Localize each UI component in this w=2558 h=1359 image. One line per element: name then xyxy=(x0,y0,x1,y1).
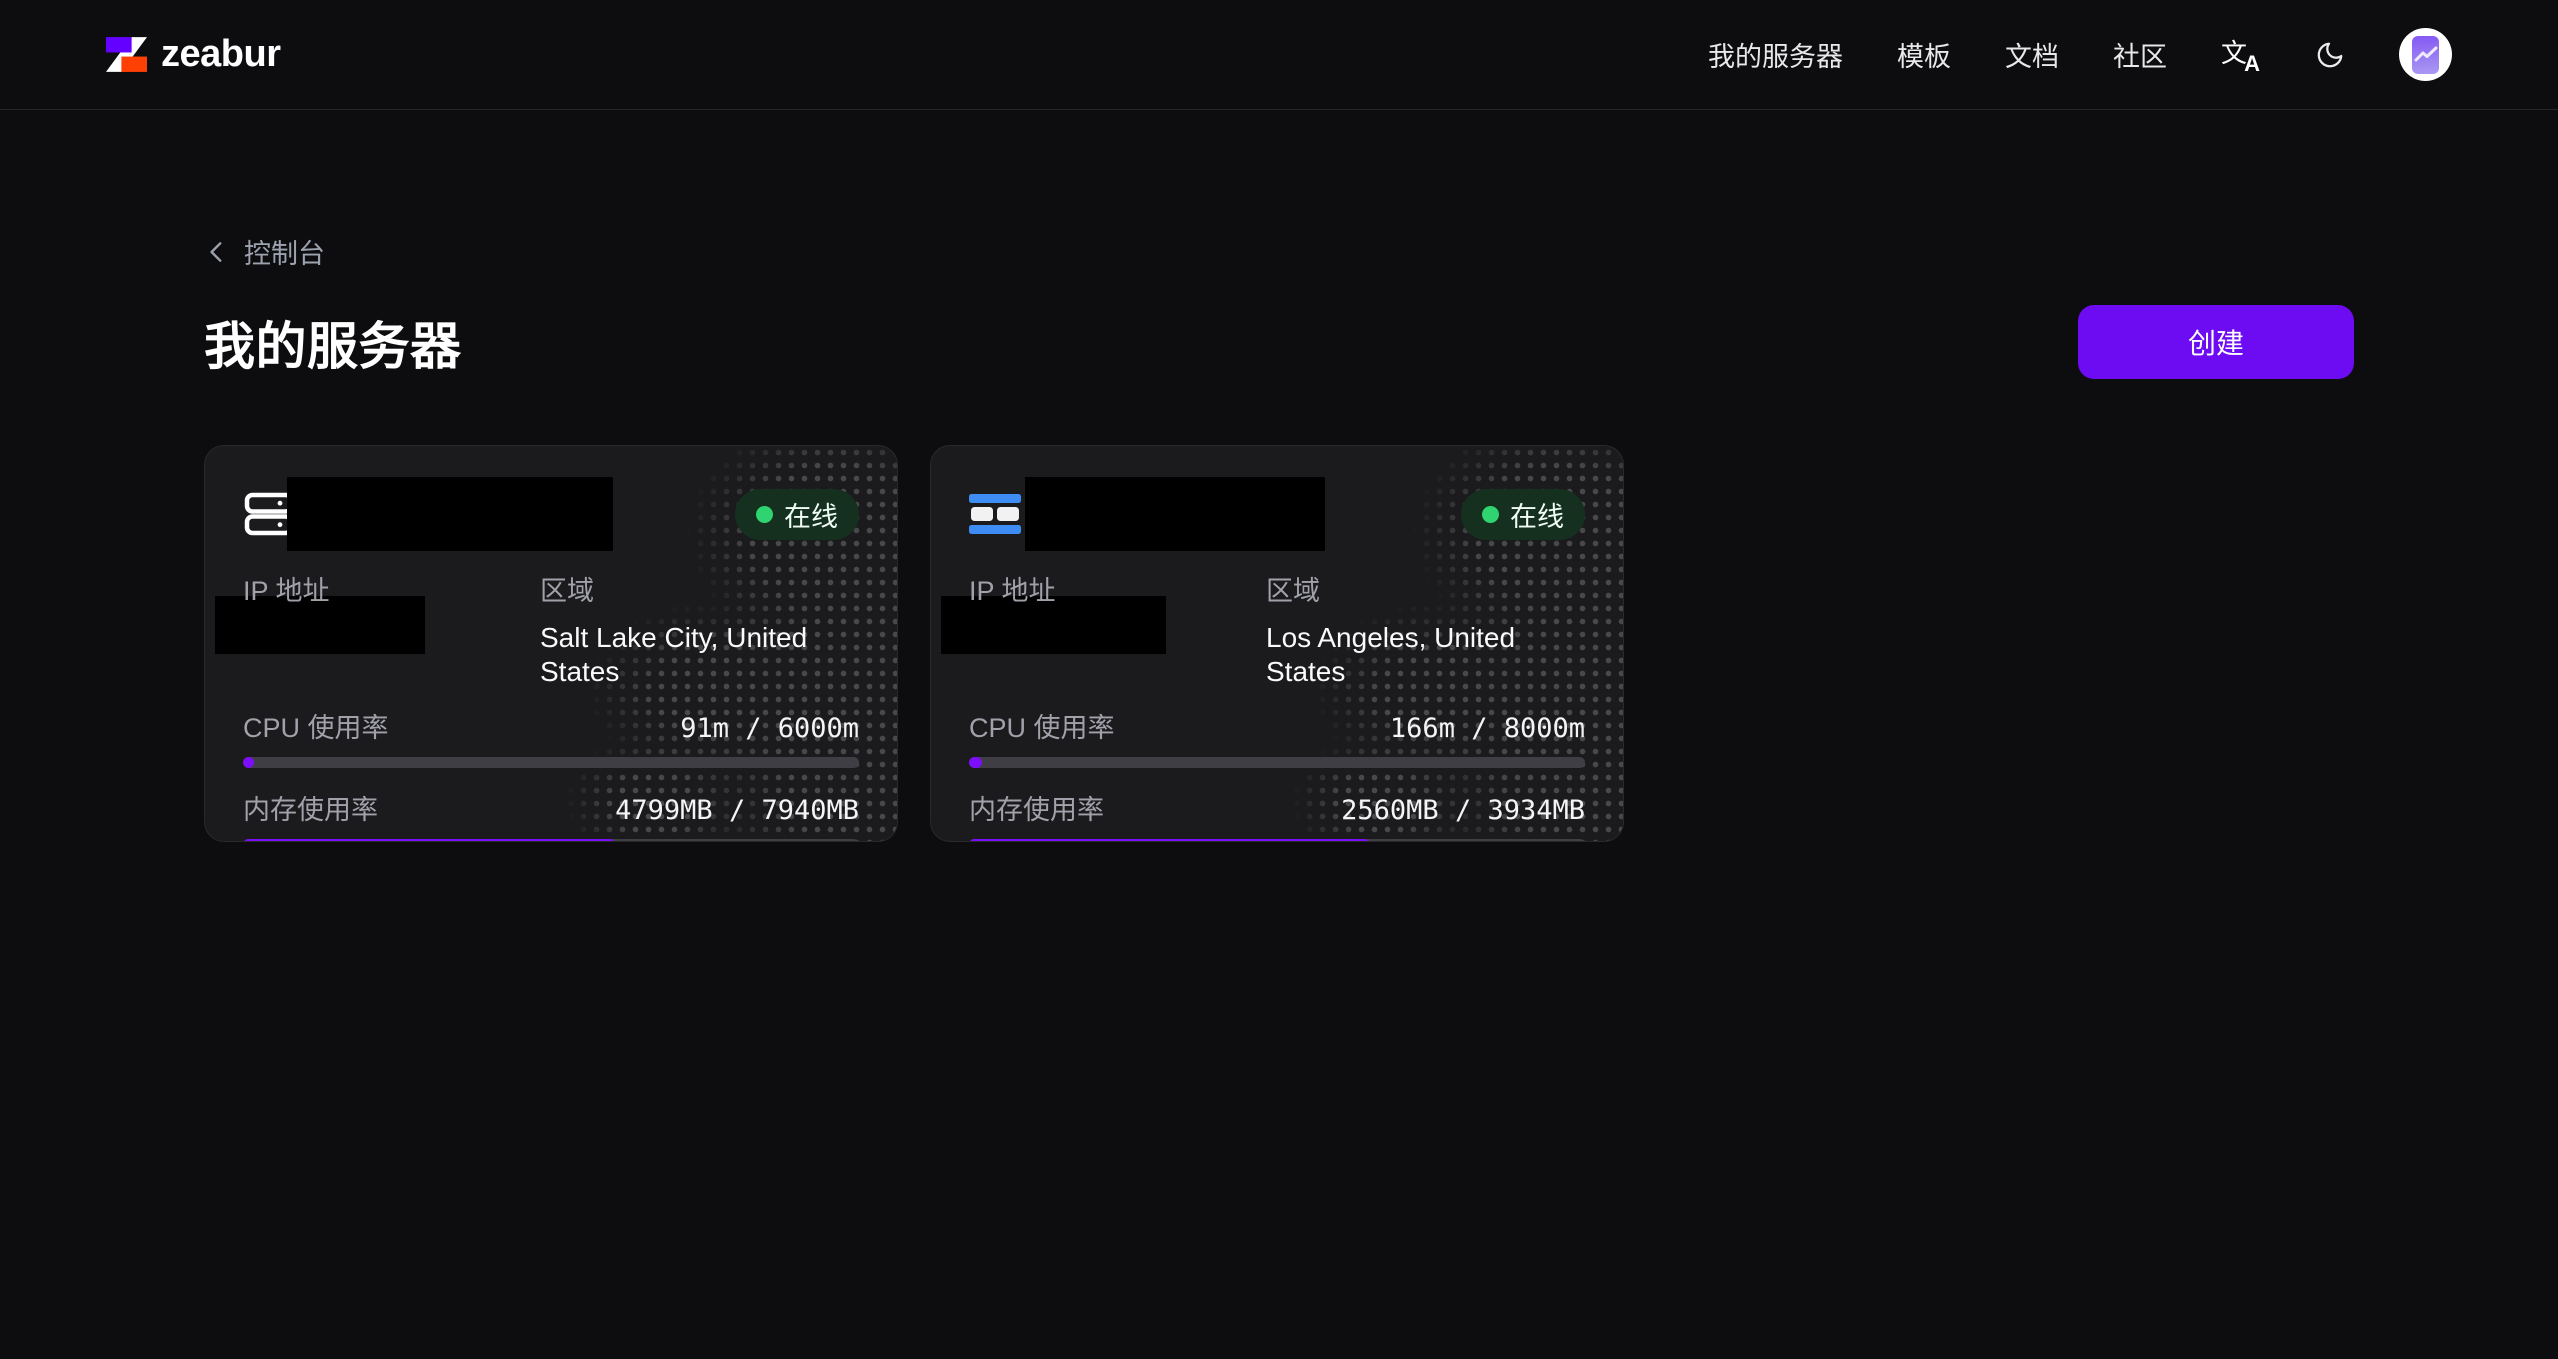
cpu-progress-fill xyxy=(243,757,254,769)
theme-toggle-moon-icon[interactable] xyxy=(2315,40,2345,70)
redacted-server-name xyxy=(287,477,613,551)
online-dot-icon xyxy=(1482,505,1499,523)
redacted-server-name xyxy=(1025,477,1325,551)
memory-progress-bar xyxy=(243,839,859,841)
language-icon[interactable]: 文 A xyxy=(2221,37,2260,76)
memory-usage-value: 4799MB / 7940MB xyxy=(615,795,859,827)
memory-usage-label: 内存使用率 xyxy=(969,795,1104,826)
cpu-progress-bar xyxy=(969,757,1585,769)
redacted-ip-address xyxy=(215,596,425,654)
nav-item-community[interactable]: 社区 xyxy=(2113,42,2167,72)
cpu-progress-fill xyxy=(969,757,982,769)
memory-usage-label: 内存使用率 xyxy=(243,795,378,826)
region-label: 区域 xyxy=(540,576,594,606)
ip-label: IP 地址 xyxy=(969,576,1056,606)
server-card-salt-lake[interactable]: 在线 IP 地址 区域 Salt Lake City, United State… xyxy=(204,445,898,842)
status-text: 在线 xyxy=(784,501,838,532)
memory-progress-bar xyxy=(969,839,1585,841)
cpu-progress-bar xyxy=(243,757,859,769)
region-value: Los Angeles, United States xyxy=(1266,622,1516,687)
region-label: 区域 xyxy=(1266,576,1320,606)
zeabur-logo-icon xyxy=(106,37,147,72)
status-badge: 在线 xyxy=(735,488,859,540)
redacted-ip-address xyxy=(941,596,1166,654)
page-title: 我的服务器 xyxy=(204,318,462,375)
main-content: 控制台 我的服务器 创建 xyxy=(204,232,2354,842)
cpu-usage-value: 166m / 8000m xyxy=(1389,713,1585,745)
server-card-los-angeles[interactable]: 在线 IP 地址 区域 Los Angeles, United States C… xyxy=(930,445,1624,842)
create-server-button[interactable]: 创建 xyxy=(2078,305,2354,379)
status-badge: 在线 xyxy=(1461,488,1585,540)
breadcrumb-back-console[interactable]: 控制台 xyxy=(204,232,325,271)
status-text: 在线 xyxy=(1510,501,1564,532)
user-avatar[interactable] xyxy=(2399,28,2452,81)
server-stack-blue-icon xyxy=(969,494,1021,534)
region-value: Salt Lake City, United States xyxy=(540,622,808,687)
server-cards-row: 在线 IP 地址 区域 Salt Lake City, United State… xyxy=(204,445,2354,842)
online-dot-icon xyxy=(756,505,773,523)
avatar-chart-icon xyxy=(2412,35,2439,74)
memory-progress-fill xyxy=(969,839,1371,841)
top-navbar: zeabur 我的服务器 模板 文档 社区 文 A xyxy=(0,0,2558,110)
brand-name: zeabur xyxy=(161,33,281,75)
navbar-links: 我的服务器 模板 文档 社区 文 A xyxy=(1708,28,2452,81)
chevron-left-icon xyxy=(210,241,222,262)
memory-usage-value: 2560MB / 3934MB xyxy=(1341,795,1585,827)
breadcrumb-label: 控制台 xyxy=(244,239,325,269)
nav-item-docs[interactable]: 文档 xyxy=(2005,42,2059,72)
memory-progress-fill xyxy=(243,839,616,841)
nav-item-my-servers[interactable]: 我的服务器 xyxy=(1708,42,1843,72)
cpu-usage-label: CPU 使用率 xyxy=(969,713,1115,744)
cpu-usage-label: CPU 使用率 xyxy=(243,713,389,744)
page-header-row: 我的服务器 创建 xyxy=(204,305,2354,379)
ip-label: IP 地址 xyxy=(243,576,330,606)
nav-item-templates[interactable]: 模板 xyxy=(1897,42,1951,72)
cpu-usage-value: 91m / 6000m xyxy=(680,713,859,745)
zeabur-logo[interactable]: zeabur xyxy=(106,33,281,76)
